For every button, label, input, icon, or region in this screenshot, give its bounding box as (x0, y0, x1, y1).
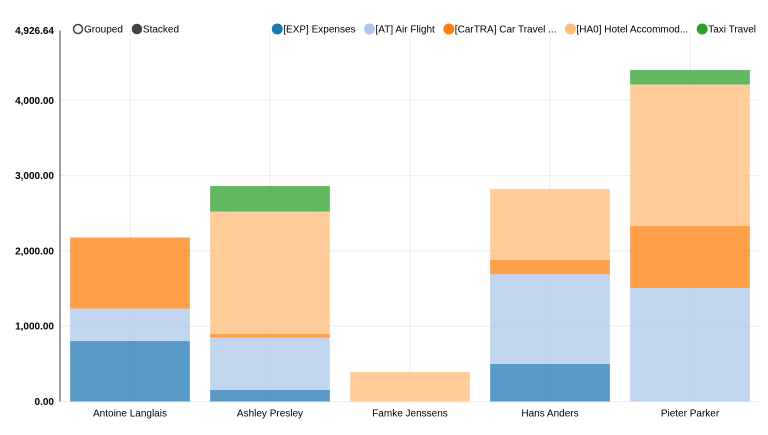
x-tick-label: Ashley Presley (237, 409, 303, 420)
control-stacked[interactable]: Stacked (131, 23, 179, 36)
bar-segment[interactable] (210, 334, 330, 338)
bar-segment[interactable] (630, 70, 750, 85)
legend-dot-icon (696, 23, 708, 35)
legend-label: [HA0] Hotel Accommod... (576, 25, 688, 36)
bar-segment[interactable] (70, 237, 190, 309)
legend-dot-icon (564, 23, 576, 35)
bar-segment[interactable] (70, 308, 190, 342)
legend-label: Taxi Travel (708, 25, 756, 36)
legend-label: [CarTRA] Car Travel ... (455, 25, 557, 36)
radio-empty-icon (72, 23, 84, 35)
legend-label: [AT] Air Flight (376, 25, 435, 36)
y-tick-label: 4,000.00 (15, 96, 54, 107)
legend-item[interactable]: [CarTRA] Car Travel ... (443, 23, 557, 36)
bar-segment[interactable] (210, 185, 330, 212)
y-tick-label: 3,000.00 (15, 171, 54, 182)
x-tick-label: Antoine Langlais (93, 409, 167, 420)
bar-segment[interactable] (630, 225, 750, 289)
y-tick-label: 2,000.00 (15, 246, 54, 257)
x-tick-label: Famke Jenssens (372, 409, 448, 420)
x-tick-label: Hans Anders (521, 409, 578, 420)
radio-filled-icon (131, 23, 143, 35)
legend-label: [EXP] Expenses (283, 25, 355, 36)
legend-item[interactable]: Taxi Travel (696, 23, 756, 36)
control-grouped[interactable]: Grouped (72, 23, 123, 36)
legend-item[interactable]: [HA0] Hotel Accommod... (564, 23, 688, 36)
control-label: Stacked (143, 25, 179, 36)
bar-segment[interactable] (630, 288, 750, 402)
y-tick-label: 1,000.00 (15, 322, 54, 333)
bar-segment[interactable] (210, 211, 330, 335)
y-max-label: 4,926.64 (15, 26, 54, 37)
y-tick-label: 0.00 (35, 397, 55, 408)
bar-segment[interactable] (490, 274, 610, 365)
control-label: Grouped (84, 25, 123, 36)
x-tick-label: Pieter Parker (661, 409, 720, 420)
legend-dot-icon (271, 23, 283, 35)
legend-item[interactable]: [AT] Air Flight (364, 23, 435, 36)
bar-segment[interactable] (70, 341, 190, 402)
bar-segment[interactable] (490, 260, 610, 275)
legend-item[interactable]: [EXP] Expenses (271, 23, 356, 36)
bar-segment[interactable] (210, 337, 330, 390)
bar-segment[interactable] (630, 84, 750, 226)
bar-segment[interactable] (490, 364, 610, 402)
bar-segment[interactable] (350, 371, 470, 402)
legend-dot-icon (443, 23, 455, 35)
bar-segment[interactable] (210, 389, 330, 402)
legend-dot-icon (364, 23, 376, 35)
bar-segment[interactable] (490, 189, 610, 261)
